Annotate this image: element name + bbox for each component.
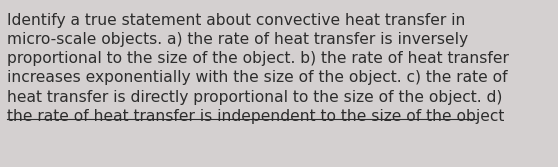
Text: Identify a true statement about convective heat transfer in
micro-scale objects.: Identify a true statement about convecti…: [7, 13, 509, 124]
